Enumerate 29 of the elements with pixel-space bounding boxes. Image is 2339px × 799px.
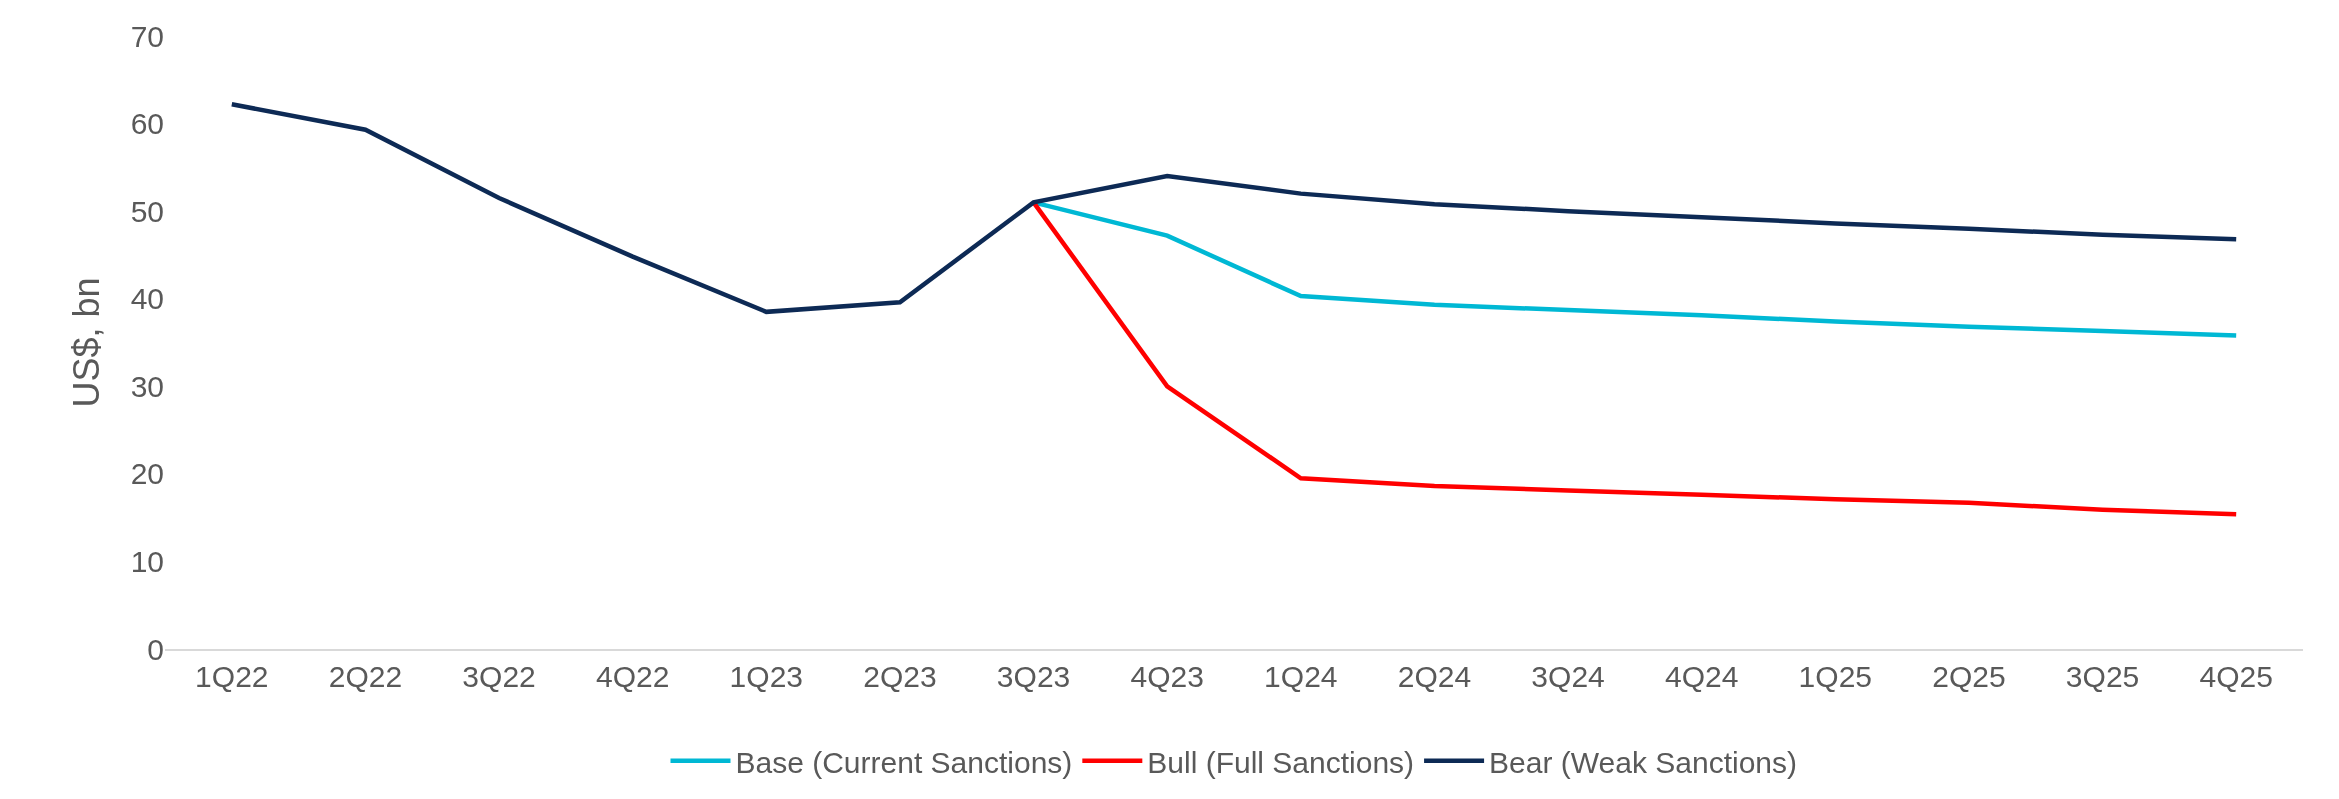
x-tick-label: 4Q23 xyxy=(1130,660,1204,693)
y-tick-label: 0 xyxy=(147,632,164,666)
x-tick-label: 2Q22 xyxy=(328,660,403,693)
y-tick-label: 30 xyxy=(130,369,164,403)
x-tick-label: 4Q25 xyxy=(2199,660,2273,693)
y-tick-label: 20 xyxy=(130,457,164,491)
legend-label: Bear (Weak Sanctions) xyxy=(1489,745,1797,779)
line-series xyxy=(229,102,2239,315)
x-tick-label: 2Q23 xyxy=(863,660,937,693)
x-tick-label: 1Q25 xyxy=(1798,660,1873,693)
x-tick-label: 1Q23 xyxy=(729,660,804,693)
legend-label: Bull (Full Sanctions) xyxy=(1147,745,1415,779)
x-tick-label: 4Q22 xyxy=(595,660,670,693)
x-tick-label: 3Q25 xyxy=(2065,660,2140,693)
y-tick-label: 50 xyxy=(130,194,164,228)
x-tick-label: 1Q24 xyxy=(1264,660,1338,693)
x-tick-label: 2Q25 xyxy=(1932,660,2006,693)
x-tick-label: 1Q22 xyxy=(195,660,269,693)
x-tick-label: 3Q24 xyxy=(1531,660,1605,693)
legend-label: Base (Current Sanctions) xyxy=(735,745,1073,779)
y-tick-label: 10 xyxy=(130,544,164,578)
y-tick-label: 70 xyxy=(130,19,164,53)
x-tick-label: 3Q23 xyxy=(996,660,1071,693)
y-axis-title: US$, bn xyxy=(65,277,107,408)
x-tick-label: 4Q24 xyxy=(1664,660,1739,693)
y-tick-label: 40 xyxy=(130,282,164,316)
x-tick-label: 2Q24 xyxy=(1397,660,1472,693)
x-tick-label: 3Q22 xyxy=(462,660,536,693)
y-tick-label: 60 xyxy=(130,107,164,141)
